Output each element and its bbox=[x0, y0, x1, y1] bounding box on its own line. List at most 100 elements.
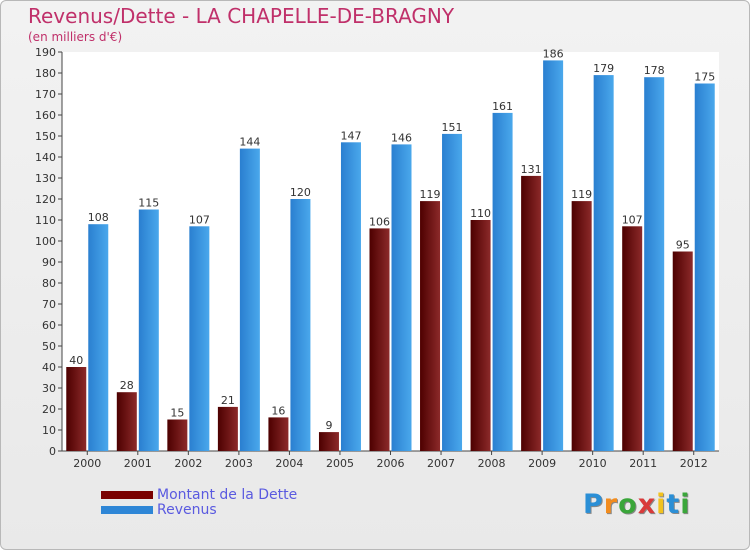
legend-item-revenue: Revenus bbox=[101, 502, 217, 518]
legend-item-debt: Montant de la Dette bbox=[101, 487, 297, 503]
logo-letter: o bbox=[618, 489, 638, 520]
data-label-debt: 131 bbox=[521, 163, 542, 176]
bar-debt bbox=[217, 406, 238, 451]
data-label-debt: 40 bbox=[69, 354, 83, 367]
data-label-revenue: 147 bbox=[340, 129, 361, 142]
y-tick-label: 160 bbox=[35, 109, 56, 122]
data-label-revenue: 146 bbox=[391, 131, 412, 144]
data-label-debt: 119 bbox=[420, 188, 441, 201]
bar-revenue bbox=[442, 133, 463, 451]
x-tick-label: 2006 bbox=[377, 457, 405, 470]
bar-revenue bbox=[138, 209, 159, 451]
y-tick-label: 40 bbox=[42, 361, 56, 374]
data-label-debt: 16 bbox=[271, 404, 285, 417]
x-tick-label: 2001 bbox=[124, 457, 152, 470]
bar-revenue bbox=[340, 142, 361, 452]
bar-debt bbox=[268, 417, 289, 451]
bar-revenue bbox=[239, 148, 260, 451]
x-tick-label: 2012 bbox=[680, 457, 708, 470]
bar-debt bbox=[167, 419, 188, 451]
logo-letter: r bbox=[603, 489, 619, 520]
data-label-revenue: 175 bbox=[694, 71, 715, 84]
data-label-revenue: 151 bbox=[442, 121, 463, 134]
bar-revenue bbox=[593, 75, 614, 451]
x-tick-label: 2003 bbox=[225, 457, 253, 470]
x-tick-label: 2002 bbox=[174, 457, 202, 470]
bar-debt bbox=[420, 201, 441, 451]
plot-area bbox=[62, 52, 719, 451]
bar-debt bbox=[571, 201, 592, 451]
bar-revenue bbox=[391, 144, 412, 451]
data-label-revenue: 115 bbox=[138, 197, 159, 210]
x-tick-label: 2005 bbox=[326, 457, 354, 470]
data-label-revenue: 179 bbox=[593, 62, 614, 75]
data-label-revenue: 144 bbox=[239, 136, 260, 149]
y-tick-label: 70 bbox=[42, 298, 56, 311]
y-tick-label: 50 bbox=[42, 340, 56, 353]
bar-debt bbox=[369, 228, 390, 451]
bar-revenue bbox=[88, 224, 109, 451]
x-tick-label: 2009 bbox=[528, 457, 556, 470]
data-label-revenue: 107 bbox=[189, 213, 210, 226]
bar-revenue bbox=[189, 226, 210, 451]
y-tick-label: 80 bbox=[42, 277, 56, 290]
bar-debt bbox=[470, 220, 491, 451]
proxiti-logo: Proxiti bbox=[583, 489, 691, 520]
data-label-debt: 9 bbox=[325, 419, 332, 432]
y-tick-label: 170 bbox=[35, 88, 56, 101]
chart-subtitle: (en milliers d'€) bbox=[28, 30, 123, 44]
logo-letter: i bbox=[656, 489, 667, 520]
data-label-debt: 110 bbox=[470, 207, 491, 220]
legend-swatch-revenue bbox=[101, 506, 153, 514]
data-label-debt: 107 bbox=[622, 213, 643, 226]
y-tick-label: 10 bbox=[42, 424, 56, 437]
y-tick-label: 130 bbox=[35, 172, 56, 185]
y-tick-label: 60 bbox=[42, 319, 56, 332]
data-label-debt: 95 bbox=[676, 239, 690, 252]
data-label-debt: 28 bbox=[120, 379, 134, 392]
bar-revenue bbox=[543, 60, 564, 452]
x-tick-label: 2000 bbox=[73, 457, 101, 470]
y-tick-label: 110 bbox=[35, 214, 56, 227]
y-tick-label: 100 bbox=[35, 235, 56, 248]
y-tick-label: 30 bbox=[42, 382, 56, 395]
x-tick-label: 2011 bbox=[629, 457, 657, 470]
bar-revenue bbox=[492, 112, 513, 452]
data-label-revenue: 186 bbox=[543, 47, 564, 60]
data-label-debt: 119 bbox=[571, 188, 592, 201]
bar-revenue bbox=[694, 83, 715, 451]
data-label-revenue: 161 bbox=[492, 100, 513, 113]
y-tick-label: 20 bbox=[42, 403, 56, 416]
bar-debt bbox=[116, 392, 137, 451]
y-tick-label: 0 bbox=[49, 445, 56, 458]
y-tick-label: 120 bbox=[35, 193, 56, 206]
logo-letter: x bbox=[637, 489, 657, 520]
bar-debt bbox=[622, 226, 643, 451]
data-label-revenue: 108 bbox=[88, 211, 109, 224]
bar-revenue bbox=[290, 199, 311, 451]
data-label-debt: 106 bbox=[369, 215, 390, 228]
bar-revenue bbox=[644, 77, 665, 451]
logo-letter: P bbox=[583, 489, 604, 520]
data-label-debt: 15 bbox=[170, 407, 184, 420]
y-tick-label: 180 bbox=[35, 67, 56, 80]
y-tick-label: 150 bbox=[35, 130, 56, 143]
x-tick-label: 2008 bbox=[478, 457, 506, 470]
y-tick-label: 140 bbox=[35, 151, 56, 164]
y-tick-label: 190 bbox=[35, 46, 56, 59]
chart-title: Revenus/Dette - LA CHAPELLE-DE-BRAGNY bbox=[28, 4, 455, 28]
y-tick-label: 90 bbox=[42, 256, 56, 269]
logo-letter: i bbox=[680, 489, 691, 520]
bar-debt bbox=[672, 251, 693, 451]
data-label-revenue: 120 bbox=[290, 186, 311, 199]
legend-label-debt: Montant de la Dette bbox=[157, 487, 298, 503]
legend-label-revenue: Revenus bbox=[157, 502, 217, 518]
bar-debt bbox=[66, 367, 87, 451]
x-tick-label: 2010 bbox=[579, 457, 607, 470]
bar-debt bbox=[318, 432, 339, 451]
data-label-revenue: 178 bbox=[644, 64, 665, 77]
logo-letter: t bbox=[666, 489, 681, 520]
bar-debt bbox=[521, 175, 542, 451]
